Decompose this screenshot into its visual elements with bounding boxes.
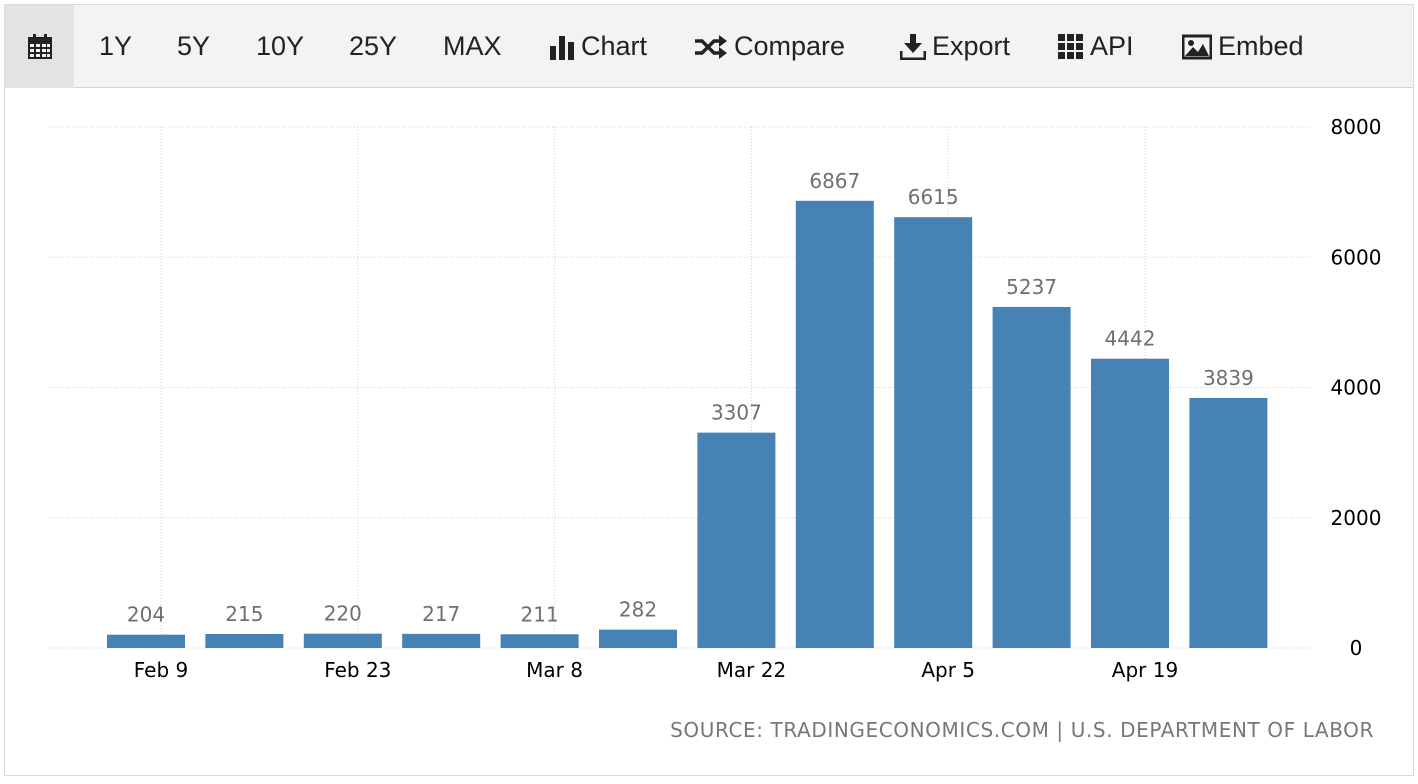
shuffle-icon: [695, 34, 727, 59]
bar: [500, 634, 579, 648]
chart-toolbar: 1Y 5Y 10Y 25Y MAX Chart Compare: [5, 5, 1413, 88]
calendar-icon: [27, 33, 52, 59]
chart-type-button[interactable]: Chart: [549, 5, 647, 88]
range-5y-label: 5Y: [177, 31, 211, 61]
bar: [402, 633, 481, 648]
export-label: Export: [932, 31, 1011, 61]
x-tick-label: Mar 8: [526, 658, 583, 682]
api-label: API: [1090, 31, 1134, 61]
image-icon: [1182, 34, 1212, 59]
bar: [303, 633, 382, 648]
range-5y-button[interactable]: 5Y: [177, 5, 210, 88]
embed-label: Embed: [1218, 31, 1304, 61]
data-label: 3839: [1203, 366, 1254, 390]
data-label: 211: [521, 602, 559, 626]
api-button[interactable]: API: [1058, 5, 1134, 88]
bar: [205, 633, 284, 648]
data-label: 6615: [908, 185, 959, 209]
range-10y-button[interactable]: 10Y: [256, 5, 304, 88]
bar: [1091, 358, 1169, 648]
grid-icon: [1058, 33, 1083, 59]
data-label: 220: [324, 602, 362, 626]
data-label: 4442: [1105, 327, 1156, 351]
y-tick-label: 6000: [1331, 245, 1382, 269]
chart-type-label: Chart: [581, 31, 648, 61]
x-tick-label: Mar 22: [717, 658, 787, 682]
bar: [894, 217, 973, 648]
source-attribution: SOURCE: TRADINGECONOMICS.COM | U.S. DEPA…: [670, 718, 1374, 742]
compare-label: Compare: [734, 31, 846, 61]
bar: [697, 432, 776, 648]
compare-button[interactable]: Compare: [694, 5, 845, 88]
bar: [992, 306, 1071, 648]
x-tick-label: Apr 5: [921, 658, 975, 682]
data-label: 6867: [809, 169, 860, 193]
data-label: 215: [225, 602, 263, 626]
y-tick-label: 2000: [1331, 506, 1382, 530]
range-1y-label: 1Y: [99, 31, 133, 61]
download-icon: [900, 33, 926, 60]
range-max-label: MAX: [443, 31, 502, 61]
x-tick-label: Feb 23: [324, 658, 391, 682]
range-10y-label: 10Y: [256, 31, 305, 61]
bar: [107, 634, 185, 648]
x-tick-label: Feb 9: [134, 658, 189, 682]
bar: [795, 200, 874, 648]
embed-button[interactable]: Embed: [1182, 5, 1304, 88]
range-25y-label: 25Y: [349, 31, 398, 61]
bar-chart-icon: [550, 35, 574, 60]
bar: [599, 629, 677, 648]
range-1y-button[interactable]: 1Y: [99, 5, 132, 88]
data-label: 3307: [711, 401, 762, 425]
y-tick-label: 4000: [1331, 376, 1382, 400]
x-tick-label: Apr 19: [1112, 658, 1178, 682]
data-label: 282: [619, 598, 657, 622]
bar: [1189, 397, 1268, 648]
export-button[interactable]: Export: [900, 5, 1010, 88]
y-tick-label: 8000: [1331, 115, 1382, 139]
data-label: 217: [422, 602, 460, 626]
range-25y-button[interactable]: 25Y: [349, 5, 397, 88]
calendar-button[interactable]: [5, 5, 74, 88]
y-tick-label: 0: [1350, 636, 1363, 660]
range-max-button[interactable]: MAX: [443, 5, 502, 88]
data-label: 5237: [1006, 275, 1057, 299]
data-label: 204: [127, 603, 165, 627]
